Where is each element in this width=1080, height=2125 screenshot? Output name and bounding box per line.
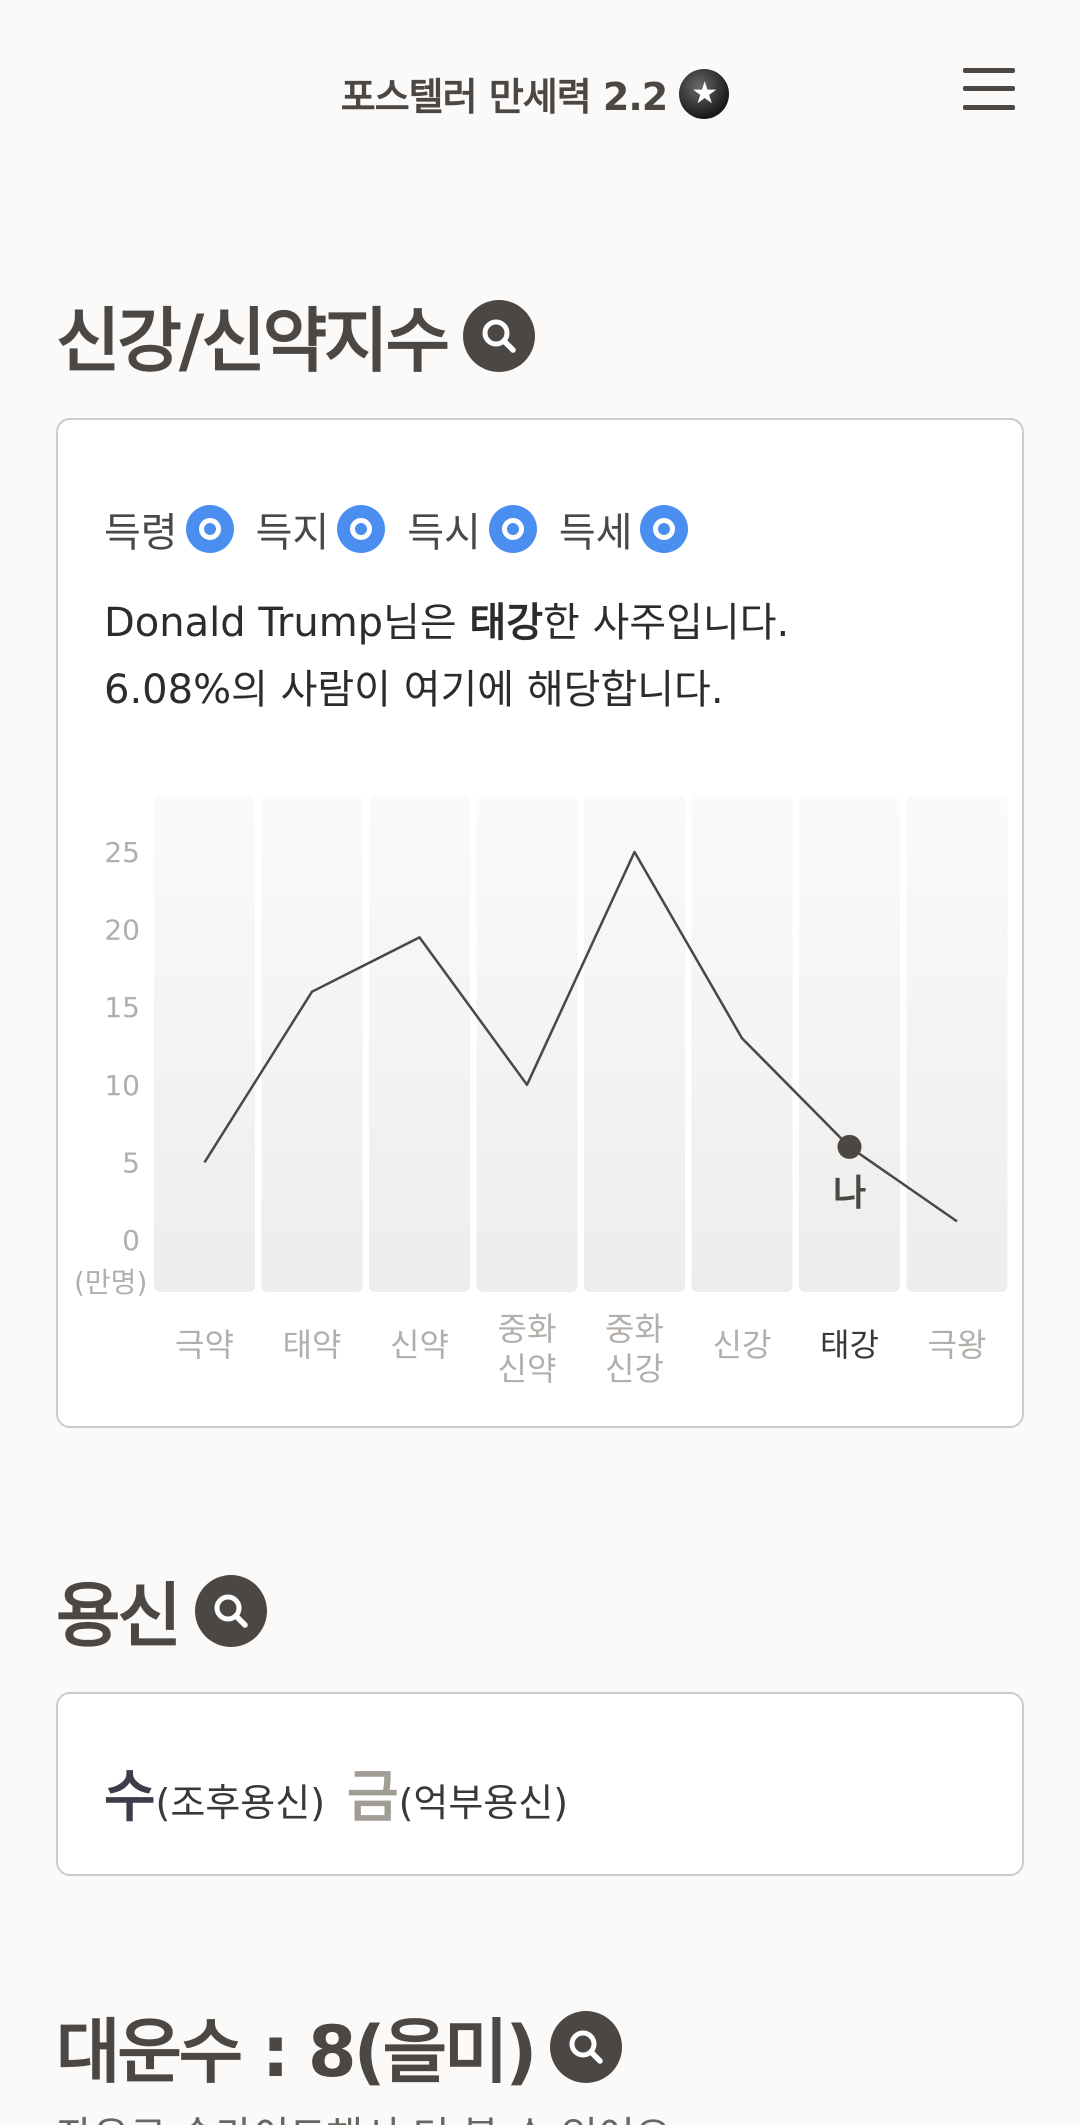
yongsin-card: 수 (조후용신) 금 (억부용신)	[56, 1692, 1024, 1876]
strength-badges: 득령 득지 득시 득세	[104, 500, 688, 558]
y-tick-label: 5	[122, 1146, 140, 1179]
badge-label: 득지	[256, 500, 330, 558]
chart-column-2	[369, 796, 470, 1292]
yongsin-sub-johu: (조후용신)	[156, 1772, 326, 1827]
yongsin-section-title: 용신	[56, 1560, 267, 1661]
yongsin-title-text: 용신	[56, 1560, 179, 1661]
summary-suffix: 한 사주입니다.	[543, 600, 789, 646]
chart-column-6	[799, 796, 900, 1292]
daeun-title-text: 대운수 : 8(을미)	[56, 1996, 534, 2097]
badge-deukji: 득지	[256, 500, 386, 558]
highlight-label: 나	[833, 1173, 866, 1214]
badge-label: 득세	[559, 500, 633, 558]
app-title-text: 포스텔러 만세력 2.2	[341, 66, 668, 121]
x-tick-label: 신약	[390, 1326, 449, 1364]
y-tick-label: 20	[104, 914, 140, 947]
chart-column-4	[584, 796, 685, 1292]
x-tick-label: 태약	[283, 1326, 342, 1364]
highlight-point	[838, 1135, 862, 1159]
star-moon-icon: ★	[679, 69, 729, 119]
chart-column-1	[262, 796, 363, 1292]
chart-column-7	[907, 796, 1008, 1292]
summary-line-2: 6.08%의 사람이 여기에 해당합니다.	[104, 657, 789, 724]
chart-column-0	[154, 796, 255, 1292]
summary-prefix: Donald Trump님은	[104, 600, 469, 646]
search-icon[interactable]	[463, 300, 535, 372]
chart-column-3	[477, 796, 578, 1292]
badge-deukryeong: 득령	[104, 500, 234, 558]
y-tick-label: 10	[104, 1069, 140, 1102]
y-tick-label: 25	[104, 836, 140, 869]
y-tick-label: 0	[122, 1224, 140, 1257]
circle-o-icon	[489, 505, 537, 553]
circle-o-icon	[640, 505, 688, 553]
app-title[interactable]: 포스텔러 만세력 2.2 ★	[0, 66, 1070, 121]
y-tick-label: 15	[104, 991, 140, 1024]
strength-card: 득령 득지 득시 득세 Donald Trump님은 태강한 사주입니다. 6.…	[56, 418, 1024, 1428]
x-tick-label: 극약	[175, 1326, 234, 1364]
x-tick-label: 신강	[713, 1326, 772, 1364]
x-tick-label: 중화 신약	[498, 1310, 557, 1388]
x-tick-label: 중화 신강	[605, 1310, 664, 1388]
badge-deukse: 득세	[559, 500, 689, 558]
circle-o-icon	[337, 505, 385, 553]
x-tick-label: 태강	[820, 1326, 879, 1364]
daeun-slide-hint: 좌우로 슬라이드해서 더 볼 수 있어요	[56, 2104, 672, 2125]
yongsin-main-metal: 금	[347, 1752, 399, 1833]
yongsin-main-water: 수	[104, 1752, 156, 1833]
strength-title-text: 신강/신약지수	[56, 285, 447, 386]
summary-strength-value: 태강	[469, 600, 543, 646]
chart-column-5	[692, 796, 793, 1292]
search-icon[interactable]	[550, 2011, 622, 2083]
daeun-section-title: 대운수 : 8(을미)	[56, 1996, 622, 2097]
badge-label: 득령	[104, 500, 178, 558]
search-icon[interactable]	[195, 1575, 267, 1647]
circle-o-icon	[186, 505, 234, 553]
strength-distribution-chart: 0 5 10 15 20 25 (만명) 나극약 태약 신약 중화 신약 중화 신강 신강 태강 극왕	[58, 772, 1026, 1412]
badge-deuksi: 득시	[407, 500, 537, 558]
strength-summary: Donald Trump님은 태강한 사주입니다. 6.08%의 사람이 여기에…	[104, 590, 789, 724]
yongsin-values: 수 (조후용신) 금 (억부용신)	[104, 1752, 568, 1833]
yongsin-sub-eokbu: (억부용신)	[399, 1772, 569, 1827]
strength-section-title: 신강/신약지수	[56, 285, 535, 386]
app-header: 포스텔러 만세력 2.2 ★	[0, 0, 1080, 190]
badge-label: 득시	[407, 500, 481, 558]
hamburger-menu-icon[interactable]	[963, 68, 1015, 110]
summary-line-1: Donald Trump님은 태강한 사주입니다.	[104, 590, 789, 657]
y-axis-label: (만명)	[74, 1266, 147, 1299]
x-tick-label: 극왕	[928, 1326, 987, 1364]
